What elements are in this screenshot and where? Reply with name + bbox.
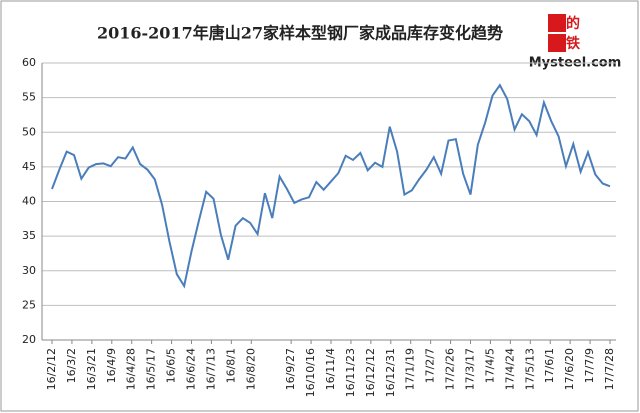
- logo-box: [548, 34, 566, 52]
- x-tick-label: 17/4/24: [503, 348, 516, 390]
- x-tick-label: 16/12/31: [384, 348, 397, 397]
- x-tick-label: 16/6/5: [165, 348, 178, 383]
- logo-text: 钢铁: [552, 35, 580, 52]
- x-tick-label: 16/11/4: [324, 348, 337, 390]
- x-tick-label: 16/7/13: [204, 348, 217, 390]
- x-tick-label: 17/6/20: [563, 348, 576, 390]
- y-tick-label: 60: [22, 56, 36, 69]
- x-tick-label: 16/4/9: [105, 348, 118, 383]
- x-tick-label: 17/1/19: [404, 348, 417, 390]
- x-tick-label: 16/4/28: [125, 348, 138, 390]
- x-tick-label: 16/5/17: [145, 348, 158, 390]
- x-tick-label: 17/3/17: [464, 348, 477, 390]
- x-tick-label: 16/8/20: [244, 348, 257, 390]
- y-tick-label: 45: [22, 160, 36, 173]
- x-tick-label: 17/6/1: [543, 348, 556, 383]
- y-tick-label: 40: [22, 195, 36, 208]
- chart-title: 2016-2017年唐山27家样本型钢厂家成品库存变化趋势: [97, 24, 503, 43]
- y-tick-label: 30: [22, 264, 36, 277]
- y-tick-label: 55: [22, 91, 36, 104]
- x-tick-label: 16/10/16: [304, 348, 317, 397]
- x-tick-label: 16/3/2: [65, 348, 78, 383]
- x-tick-label: 17/7/9: [583, 348, 596, 383]
- x-tick-label: 16/12/12: [364, 348, 377, 397]
- x-tick-label: 16/8/1: [224, 348, 237, 383]
- x-tick-label: 16/11/23: [344, 348, 357, 397]
- x-tick-label: 17/5/13: [523, 348, 536, 390]
- logo-box: [548, 14, 566, 32]
- y-tick-label: 50: [22, 125, 36, 138]
- logo-text: 我的: [552, 15, 580, 32]
- data-line: [51, 83, 611, 289]
- x-tick-label: 16/6/24: [185, 348, 198, 390]
- y-tick-label: 35: [22, 229, 36, 242]
- x-tick-label: 16/2/12: [45, 348, 58, 390]
- y-tick-label: 20: [22, 333, 36, 346]
- x-tick-label: 17/7/28: [603, 348, 616, 390]
- x-tick-label: 16/3/21: [85, 348, 98, 390]
- x-tick-label: 17/2/26: [444, 348, 457, 390]
- x-tick-label: 17/2/7: [424, 348, 437, 383]
- x-tick-label: 16/9/27: [284, 348, 297, 390]
- y-tick-label: 25: [22, 298, 36, 311]
- x-tick-label: 17/4/5: [483, 348, 496, 383]
